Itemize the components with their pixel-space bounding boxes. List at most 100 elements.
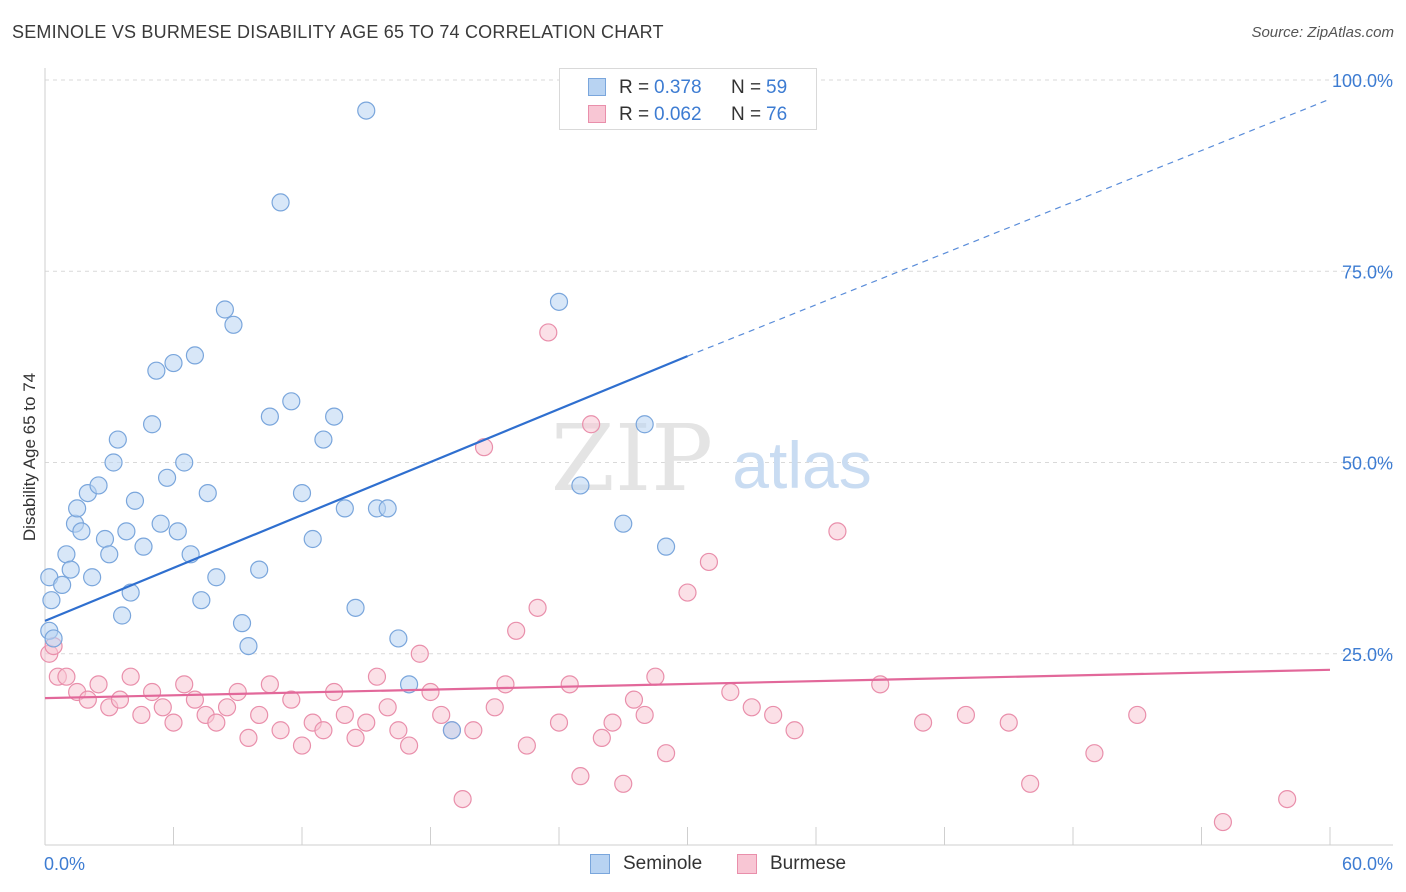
seminole-point (232, 614, 252, 633)
burmese-point (549, 713, 569, 732)
burmese-point (474, 438, 494, 457)
burmese-point (464, 721, 483, 740)
burmese-point (121, 667, 140, 686)
seminole-point (389, 629, 408, 648)
burmese-point (678, 583, 697, 602)
seminole-point (335, 499, 354, 518)
r-value: 0.378 (654, 77, 702, 98)
burmese-point (496, 675, 515, 694)
seminole-point (89, 476, 108, 495)
x-tick-label: 0.0% (44, 854, 85, 874)
burmese-point (485, 698, 504, 717)
burmese-point (260, 675, 279, 694)
seminole-point (61, 560, 80, 579)
seminole-point (442, 721, 462, 740)
seminole-point (656, 537, 676, 556)
seminole-point (157, 468, 177, 487)
chart-title: SEMINOLE VS BURMESE DISABILITY AGE 65 TO… (12, 22, 664, 42)
burmese-point (635, 705, 654, 725)
burmese-point (539, 323, 558, 342)
seminole-point (142, 415, 162, 434)
seminole-point (224, 315, 243, 334)
seminole-point (614, 514, 633, 533)
burmese-point (142, 682, 162, 702)
seminole-legend-label: Seminole (623, 853, 703, 874)
y-tick-label: 100.0% (1332, 71, 1393, 91)
burmese-point (132, 705, 151, 725)
n-value: 59 (766, 77, 788, 98)
burmese-point (378, 698, 397, 717)
burmese-point (1021, 774, 1040, 793)
burmese-point (239, 728, 258, 748)
seminole-point (239, 636, 258, 656)
n-label: N = (731, 77, 762, 98)
burmese-point (110, 690, 130, 709)
seminole-point (282, 392, 301, 411)
seminole-swatch (588, 78, 606, 96)
burmese-point (624, 690, 644, 709)
burmese-point (1085, 744, 1104, 763)
r-label: R = (619, 77, 650, 98)
burmese-swatch (588, 105, 606, 123)
seminole-point (175, 453, 194, 472)
trend-lines (44, 98, 1331, 700)
seminole-trend-extension (687, 98, 1331, 357)
burmese-point (217, 698, 237, 717)
burmese-point (871, 675, 890, 694)
seminole-point (346, 598, 365, 617)
burmese-point (528, 598, 547, 617)
burmese-point (421, 682, 440, 702)
burmese-points (40, 323, 1297, 832)
seminole-point (151, 514, 170, 533)
burmese-point (614, 774, 633, 793)
seminole-point (125, 491, 145, 510)
seminole-point (215, 300, 234, 319)
burmese-point (346, 728, 365, 748)
seminole-point (271, 193, 290, 212)
burmese-point (164, 713, 183, 732)
n-value: 76 (766, 104, 788, 125)
burmese-point (560, 675, 579, 694)
burmese-point (228, 682, 247, 702)
burmese-point (57, 667, 76, 686)
seminole-point (192, 591, 211, 610)
burmese-point (571, 767, 590, 786)
x-tick-label: 60.0% (1342, 854, 1393, 874)
burmese-trend-line (44, 668, 1331, 700)
y-tick-label: 50.0% (1342, 454, 1393, 474)
burmese-point (603, 713, 622, 732)
burmese-point (742, 698, 761, 717)
seminole-trend-line (44, 355, 688, 622)
burmese-point (271, 721, 290, 740)
seminole-point (44, 629, 63, 648)
watermark-zip: ZIP (551, 405, 713, 512)
seminole-point (325, 407, 344, 426)
seminole-point (134, 537, 153, 556)
burmese-point (582, 415, 601, 434)
burmese-point (282, 690, 301, 709)
burmese-point (357, 713, 376, 732)
seminole-point (399, 675, 419, 694)
burmese-point (1278, 789, 1297, 809)
legend-row-burmese: R = 0.062 N = 76 (560, 101, 816, 127)
legend-row-seminole: R = 0.378 N = 59 (560, 74, 816, 100)
burmese-point (764, 705, 783, 725)
seminole-point (147, 361, 166, 380)
seminole-point (198, 484, 217, 503)
chart-source: Source: ZipAtlas.com (1251, 24, 1394, 41)
seminole-point (635, 415, 654, 434)
watermark-atlas: atlas (732, 428, 871, 502)
seminole-point (314, 430, 333, 449)
burmese-point (956, 705, 976, 725)
seminole-point (164, 353, 183, 373)
seminole-point (303, 529, 322, 549)
burmese-point (175, 675, 194, 694)
burmese-point (314, 721, 333, 740)
seminole-legend-swatch (590, 854, 610, 874)
seminole-point (207, 568, 226, 587)
seminole-point (53, 575, 72, 595)
burmese-point (78, 690, 97, 709)
seminole-point (68, 499, 87, 518)
r-label: R = (619, 104, 650, 125)
seminole-point (250, 560, 269, 579)
